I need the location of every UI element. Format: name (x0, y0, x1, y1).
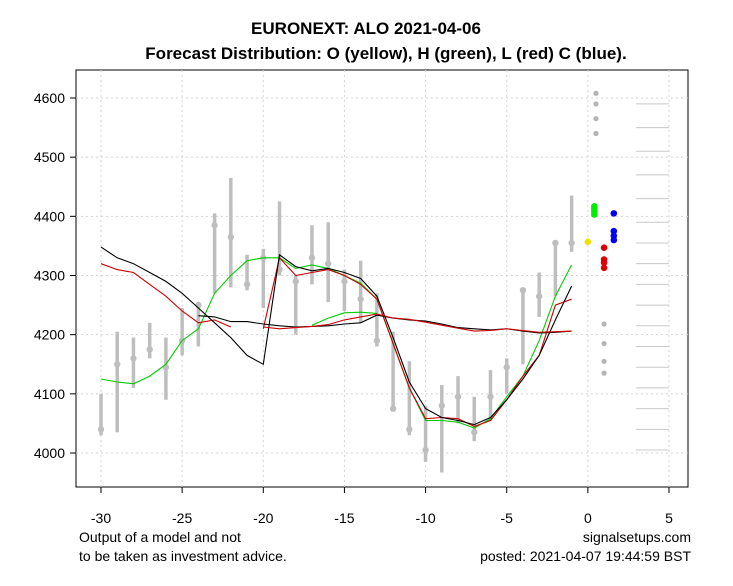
forecast-gray-point (593, 101, 599, 107)
close-dot (325, 260, 332, 267)
forecast-high-point (591, 202, 598, 210)
y-tick-label: 4500 (34, 149, 65, 165)
forecast-gray-point (601, 370, 607, 376)
close-dot (130, 355, 137, 362)
y-tick-label: 4600 (34, 90, 65, 106)
grid (76, 70, 688, 487)
close-dot (114, 361, 121, 368)
y-tick-label: 4200 (34, 327, 65, 343)
forecast-close-point (610, 232, 618, 240)
x-tick-label: -5 (500, 510, 513, 526)
forecast-gray-point (593, 116, 599, 122)
close-dot (292, 278, 299, 285)
x-tick-label: -30 (91, 510, 111, 526)
footer-disclaimer-line1: Output of a model and not (79, 529, 241, 545)
x-axis: -30 -25 -20 -15 -10 -5 0 5 (91, 487, 673, 526)
plot-area-frame (75, 69, 689, 488)
forecast-close-point (610, 210, 618, 217)
forecast-gray-point (601, 340, 607, 347)
x-tick-label: 5 (665, 510, 673, 526)
close-dot (97, 426, 105, 433)
forecast-low-point (600, 264, 608, 272)
close-dot (308, 254, 316, 261)
price-bars (97, 177, 575, 473)
forecast-low-point (600, 256, 608, 263)
close-dot (389, 405, 397, 412)
forecast-gray-point (601, 321, 607, 327)
y-tick-label: 4300 (34, 268, 65, 284)
close-dot (503, 364, 510, 371)
x-tick-label: -20 (253, 510, 273, 526)
forecast-gray-point (593, 90, 599, 96)
close-dot (519, 287, 527, 294)
footer-posted-time: posted: 2021-04-07 19:44:59 BST (480, 548, 691, 564)
y-tick-label: 4400 (34, 208, 65, 224)
close-dot (373, 337, 381, 344)
close-dot (341, 278, 348, 285)
close-dot (146, 346, 153, 353)
close-dot (552, 239, 559, 247)
close-dot (422, 446, 429, 454)
chart-title: EURONEXT: ALO 2021-04-06 (251, 19, 481, 38)
x-tick-label: -10 (415, 510, 435, 526)
close-dot (227, 233, 235, 241)
y-axis: 4000 4100 4200 4300 4400 4500 4600 (34, 90, 76, 461)
line-low-long-average (263, 313, 572, 333)
close-dot (357, 295, 364, 303)
x-tick-label: -15 (334, 510, 354, 526)
line-low-moving-average (100, 263, 232, 328)
forecast-gray-point (593, 130, 599, 137)
line-low-moving-average-2 (262, 256, 572, 427)
line-high-long-average (311, 311, 377, 326)
chart-subtitle: Forecast Distribution: O (yellow), H (gr… (145, 44, 626, 63)
moving-average-lines (100, 246, 573, 429)
forecast-gray-point (601, 358, 607, 364)
y-tick-label: 4000 (34, 445, 65, 461)
right-forecast-ticks (636, 103, 669, 451)
footer-site: signalsetups.com (583, 529, 691, 545)
forecast-low-point (600, 244, 608, 251)
close-dot (211, 222, 218, 229)
y-tick-label: 4100 (34, 386, 65, 402)
close-dot (243, 281, 251, 288)
close-dot (535, 293, 543, 300)
close-dot (471, 429, 478, 436)
x-tick-label: 0 (584, 510, 592, 526)
line-high-moving-average (100, 257, 573, 429)
close-dot (438, 402, 445, 409)
close-dot (406, 426, 413, 433)
forecast-close-point (610, 227, 618, 235)
close-dot (487, 393, 494, 400)
forecast-points (584, 90, 618, 376)
x-tick-label: -25 (172, 510, 192, 526)
close-dot (454, 393, 462, 400)
line-close-moving-average (100, 246, 573, 426)
footer-disclaimer-line2: to be taken as investment advice. (79, 548, 287, 564)
close-dot (568, 239, 575, 247)
forecast-open-point (584, 238, 592, 246)
